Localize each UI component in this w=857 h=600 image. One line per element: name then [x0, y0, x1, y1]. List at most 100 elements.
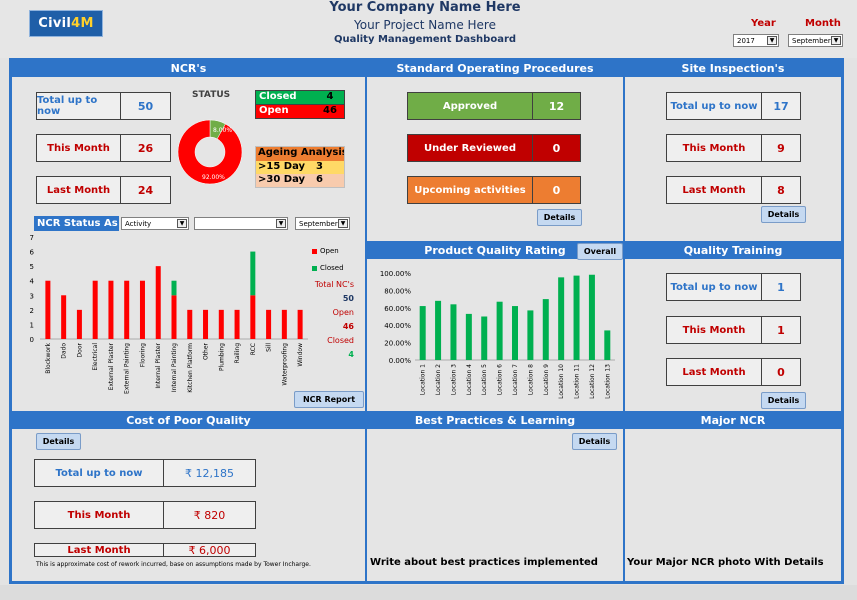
ncr-bar-open [203, 309, 209, 339]
ncr-last-value: 24 [137, 183, 154, 197]
copq-total-box: Total up to now ₹ 12,185 [34, 459, 256, 487]
age30-value: 6 [316, 174, 323, 185]
copq-month-box: This Month ₹ 820 [34, 501, 256, 529]
footer-bar [0, 585, 857, 600]
project-name: Your Project Name Here [354, 18, 496, 32]
sop-title: Standard Operating Procedures [367, 61, 623, 77]
site-total-value: 17 [773, 99, 789, 113]
year-label: Year [751, 18, 776, 29]
pqr-x-tick: Location 6 [497, 364, 504, 395]
bp-panel: Best Practices & Learning Details Write … [367, 413, 623, 581]
ncr-bar-closed [250, 251, 256, 296]
company-name: Your Company Name Here [329, 0, 521, 15]
ncr-x-tick: Railing [234, 343, 241, 364]
copq-last-box: Last Month ₹ 6,000 [34, 543, 256, 557]
training-details-button[interactable]: Details [761, 392, 806, 409]
training-month-label: This Month [667, 317, 762, 343]
ncr-filter-activity[interactable]: Activity ▼ [121, 217, 189, 230]
sop-panel: Standard Operating Procedures Approved 1… [367, 61, 623, 241]
dashboard-title: Quality Management Dashboard [333, 34, 517, 45]
copq-panel: Cost of Poor Quality Details Total up to… [12, 413, 365, 581]
sop-review-value: 0 [533, 135, 580, 161]
ncr-bar-open [139, 280, 145, 339]
ncr-title: NCR's [12, 61, 365, 77]
sop-details-button[interactable]: Details [537, 209, 582, 226]
closed-summary-value: 4 [348, 350, 354, 359]
ncr-y-tick: 5 [30, 263, 34, 271]
ncr-panel: NCR's Total up to now 50 This Month 26 L… [12, 61, 365, 411]
sop-upcoming-label: Upcoming activities [408, 177, 533, 203]
ncr-filter-month[interactable]: September ▼ [295, 217, 350, 230]
pqr-bar [496, 301, 503, 360]
legend-open-swatch [312, 248, 317, 254]
pqr-x-tick: Location 12 [589, 364, 596, 399]
chevron-down-icon[interactable]: ▼ [276, 219, 286, 228]
ncr-x-tick: External Painting [124, 343, 131, 394]
bp-title: Best Practices & Learning [367, 413, 623, 429]
status-table: Closed 4 Open 46 [255, 90, 345, 119]
ncr-x-tick: Door [76, 342, 83, 357]
ncr-y-tick: 0 [30, 336, 34, 344]
chevron-down-icon[interactable]: ▼ [338, 219, 348, 228]
copq-total-label: Total up to now [35, 460, 164, 486]
ncr-bar-open [281, 309, 287, 339]
chevron-down-icon[interactable]: ▼ [177, 219, 187, 228]
ncr-x-tick: Plumbing [218, 343, 225, 371]
training-last-box: Last Month 0 [666, 358, 801, 386]
ncr-bar-open [76, 309, 82, 339]
pqr-bar [481, 316, 488, 360]
ncr-month-label: This Month [37, 135, 121, 161]
dashboard-frame: NCR's Total up to now 50 This Month 26 L… [9, 58, 844, 584]
training-total-value: 1 [777, 280, 785, 294]
site-last-value: 8 [777, 183, 785, 197]
ncr-x-tick: Internal Painting [171, 343, 178, 392]
training-last-value: 0 [777, 365, 785, 379]
ncr-total-box: Total up to now 50 [36, 92, 171, 120]
ncr-x-tick: Window [297, 343, 304, 367]
overall-button[interactable]: Overall [577, 243, 623, 260]
training-month-value: 1 [777, 323, 785, 337]
open-label: Open [259, 105, 289, 116]
sop-approved-value: 12 [533, 93, 580, 119]
ncr-x-tick: Dado [61, 343, 68, 359]
month-select[interactable]: September ▼ [788, 34, 843, 47]
year-select[interactable]: 2017 ▼ [733, 34, 779, 47]
ncr-filter-2[interactable]: ▼ [194, 217, 288, 230]
donut-slice-open [177, 119, 243, 185]
ncr-total-label: Total up to now [37, 93, 121, 119]
closed-summary-label: Closed [327, 336, 354, 345]
company-logo: Civil 4M [29, 10, 103, 37]
training-last-label: Last Month [667, 359, 762, 385]
ncr-x-tick: External Plaster [108, 342, 115, 390]
site-title: Site Inspection's [625, 61, 841, 77]
donut-label-closed: 8.00% [213, 127, 232, 134]
pqr-panel: Product Quality Rating Overall 0.00% 20.0… [367, 243, 623, 411]
pqr-y-tick: 100.00% [380, 270, 411, 278]
age15-value: 3 [316, 161, 323, 172]
bp-details-button[interactable]: Details [572, 433, 617, 450]
pqr-bar [435, 300, 442, 360]
copq-note: This is approximate cost of rework incur… [36, 561, 311, 568]
site-month-label: This Month [667, 135, 762, 161]
chevron-down-icon[interactable]: ▼ [831, 36, 841, 45]
site-panel: Site Inspection's Total up to now 17 Thi… [625, 61, 841, 241]
major-title: Major NCR [625, 413, 841, 429]
copq-details-button[interactable]: Details [36, 433, 81, 450]
ncr-month-box: This Month 26 [36, 134, 171, 162]
sop-upcoming-box: Upcoming activities 0 [407, 176, 581, 204]
age15-label: >15 Day [258, 161, 306, 172]
sop-review-label: Under Reviewed [408, 135, 533, 161]
open-summary-value: 46 [342, 322, 354, 331]
site-last-label: Last Month [667, 177, 762, 203]
site-details-button[interactable]: Details [761, 206, 806, 223]
copq-month-label: This Month [35, 502, 164, 528]
ncr-summary: Total NC's 50 Open 46 Closed 4 [304, 278, 354, 362]
ncr-y-tick: 3 [30, 292, 34, 300]
training-panel: Quality Training Total up to now 1 This … [625, 243, 841, 411]
pqr-x-tick: Location 11 [574, 364, 581, 399]
pqr-bar [542, 299, 549, 360]
site-last-box: Last Month 8 [666, 176, 801, 204]
chevron-down-icon[interactable]: ▼ [767, 36, 777, 45]
ncr-bar-open [218, 309, 224, 339]
ncr-report-button[interactable]: NCR Report [294, 391, 364, 408]
